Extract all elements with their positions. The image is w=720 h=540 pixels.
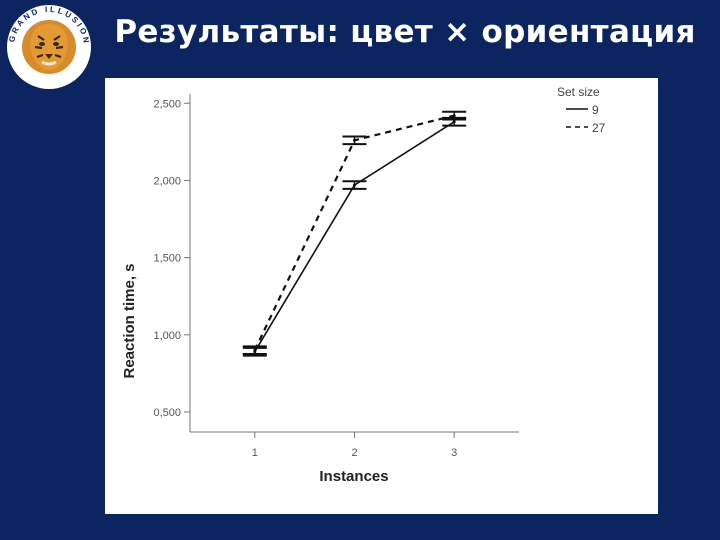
y-tick-label: 2,000 xyxy=(153,175,181,187)
y-tick-label: 1,000 xyxy=(153,330,181,342)
legend-title: Set size xyxy=(557,85,600,99)
x-ticks: 1 2 3 xyxy=(252,432,457,459)
y-tick-label: 1,500 xyxy=(153,253,181,265)
legend-label-9: 9 xyxy=(592,103,599,117)
chart-panel: 0,500 1,000 1,500 2,000 2,500 1 2 3 Reaction t… xyxy=(105,78,658,514)
data-point xyxy=(452,114,456,118)
series-line-9 xyxy=(254,121,455,353)
series-line-27 xyxy=(253,114,455,351)
reaction-time-chart: 0,500 1,000 1,500 2,000 2,500 1 2 3 Reaction t… xyxy=(121,85,606,485)
error-bar-27 xyxy=(442,110,467,121)
y-axis-title: Reaction time, s xyxy=(121,263,138,378)
x-axis-title: Instances xyxy=(319,468,388,485)
error-bar-27 xyxy=(242,345,267,356)
data-point xyxy=(452,120,456,124)
slide-title: Результаты: цвет × ориентация xyxy=(114,14,696,50)
error-bar-27 xyxy=(342,135,367,146)
legend: Set size 9 27 xyxy=(557,85,606,135)
tiger-head-icon xyxy=(30,24,68,70)
data-point xyxy=(253,348,257,352)
y-tick-label: 0,500 xyxy=(153,407,181,419)
error-bar-9 xyxy=(342,180,367,190)
logo: GRAND ILLUSION xyxy=(7,5,91,89)
data-point xyxy=(353,183,356,187)
x-tick-label: 2 xyxy=(351,447,357,459)
y-ticks: 0,500 1,000 1,500 2,000 2,500 xyxy=(153,98,190,419)
series-layer xyxy=(242,110,467,357)
data-point xyxy=(353,138,356,142)
x-tick-label: 3 xyxy=(451,447,457,459)
x-tick-label: 1 xyxy=(252,447,258,459)
legend-label-27: 27 xyxy=(592,121,606,135)
y-tick-label: 2,500 xyxy=(153,98,181,110)
